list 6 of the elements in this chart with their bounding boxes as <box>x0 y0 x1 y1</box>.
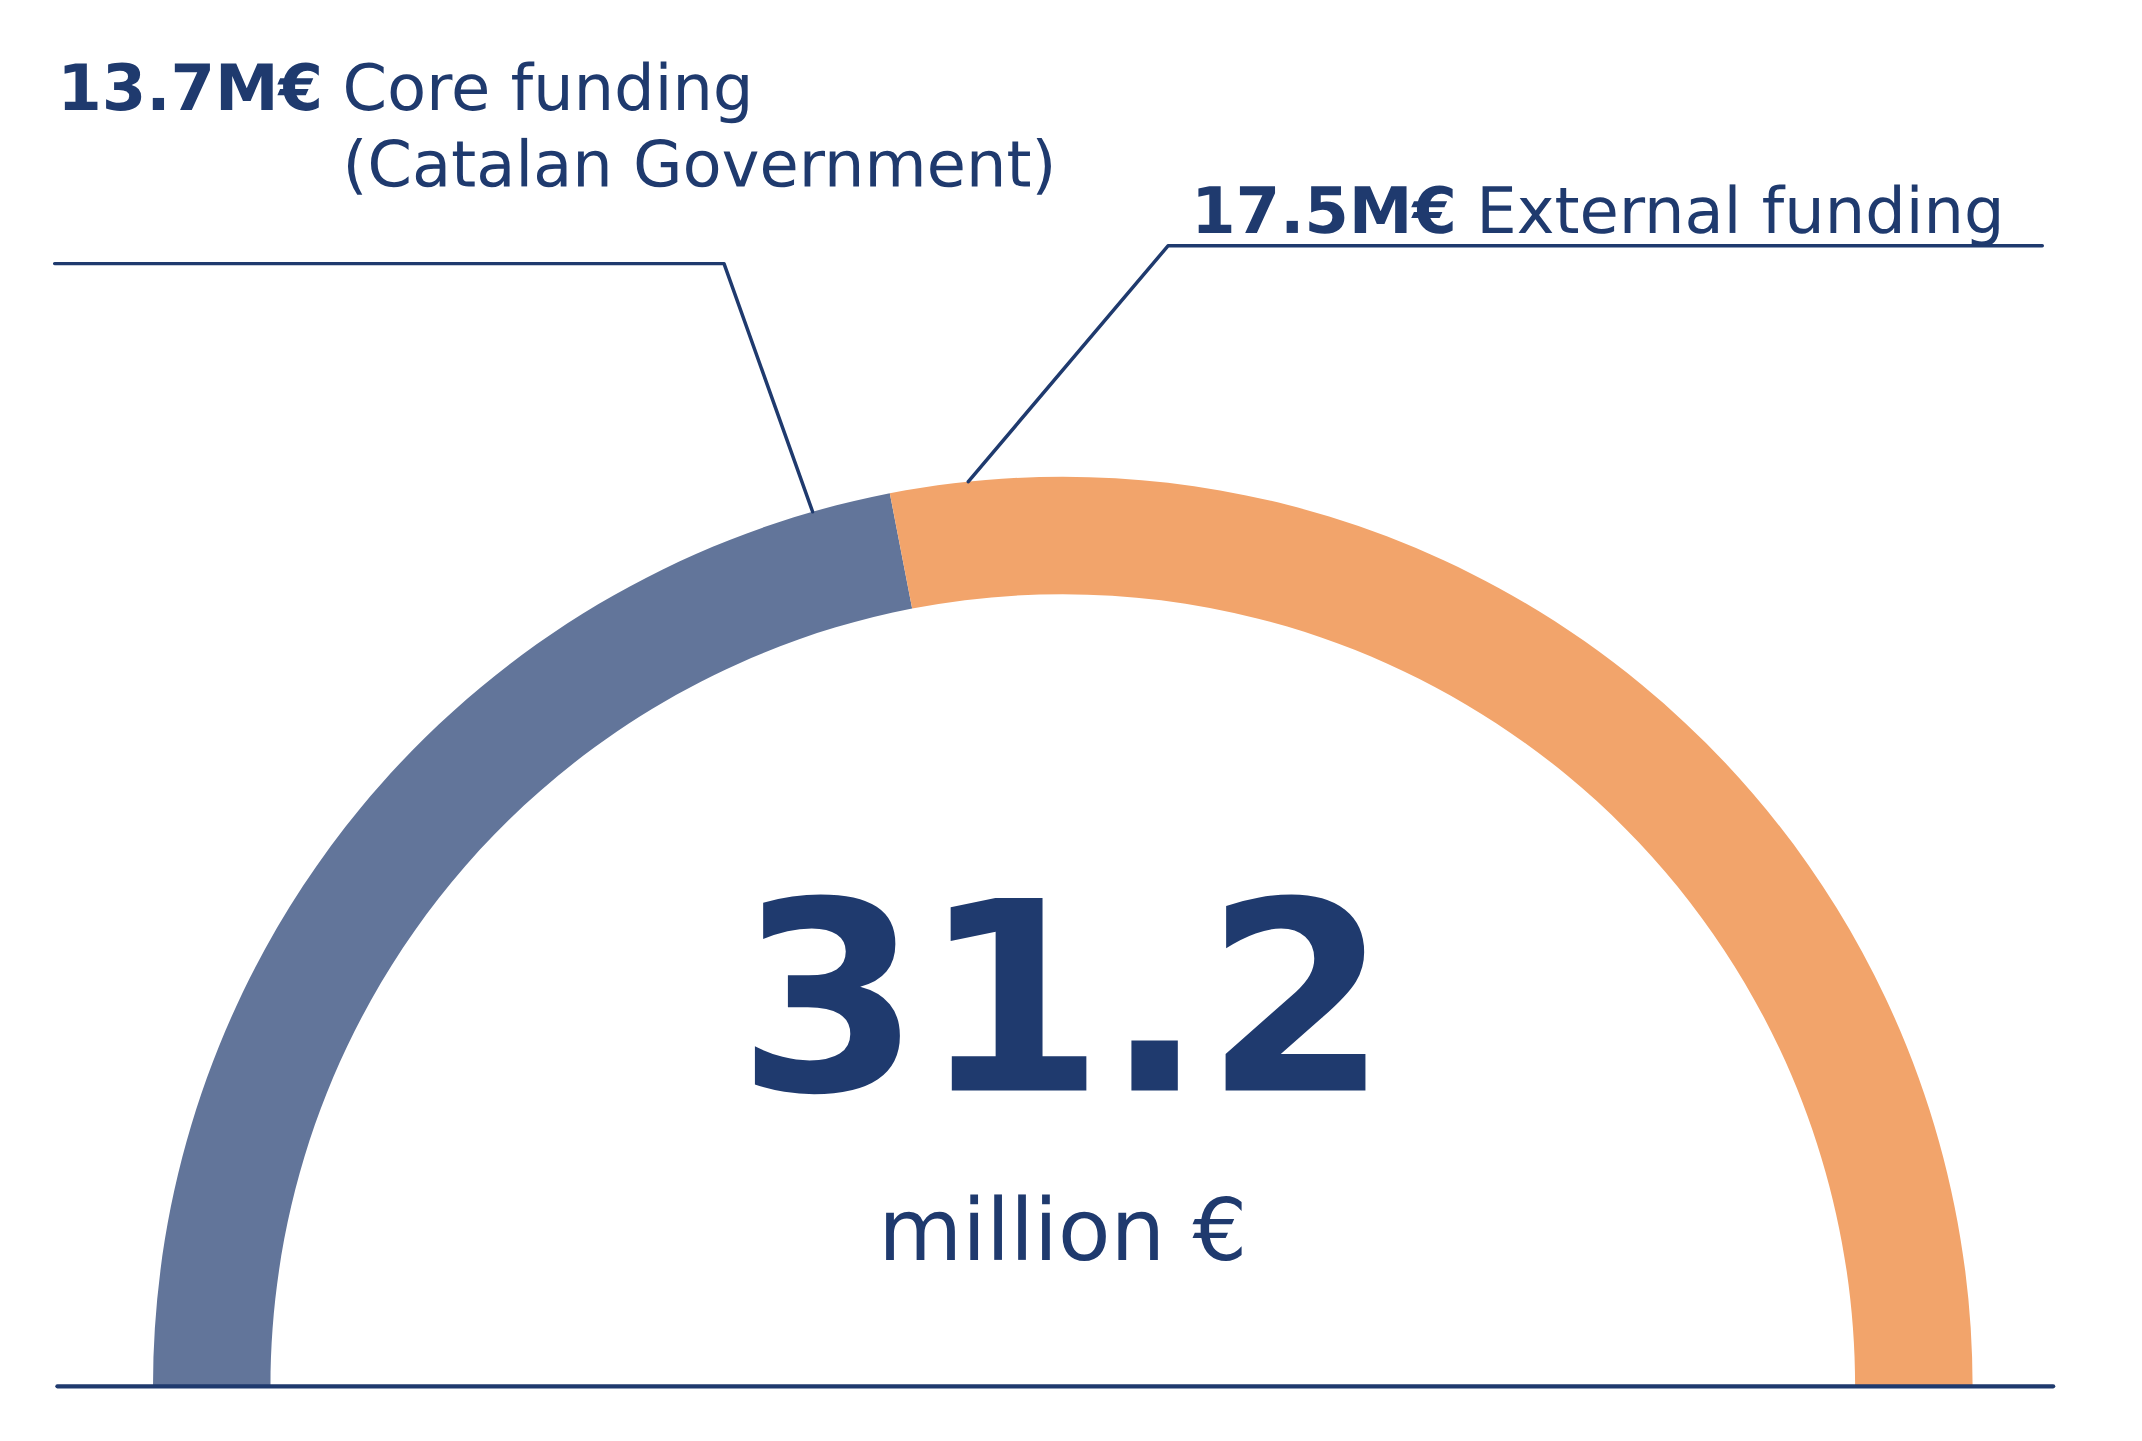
data-label: 13.7M€ <box>64 62 319 111</box>
text: 31.2 <box>754 894 1366 1095</box>
slice-label: Core funding (Catalan Government) <box>346 61 1051 195</box>
slice-label: External funding <box>1482 184 1999 247</box>
text: million € <box>886 1194 1242 1262</box>
data-label: 17.5M€ <box>1198 185 1453 234</box>
